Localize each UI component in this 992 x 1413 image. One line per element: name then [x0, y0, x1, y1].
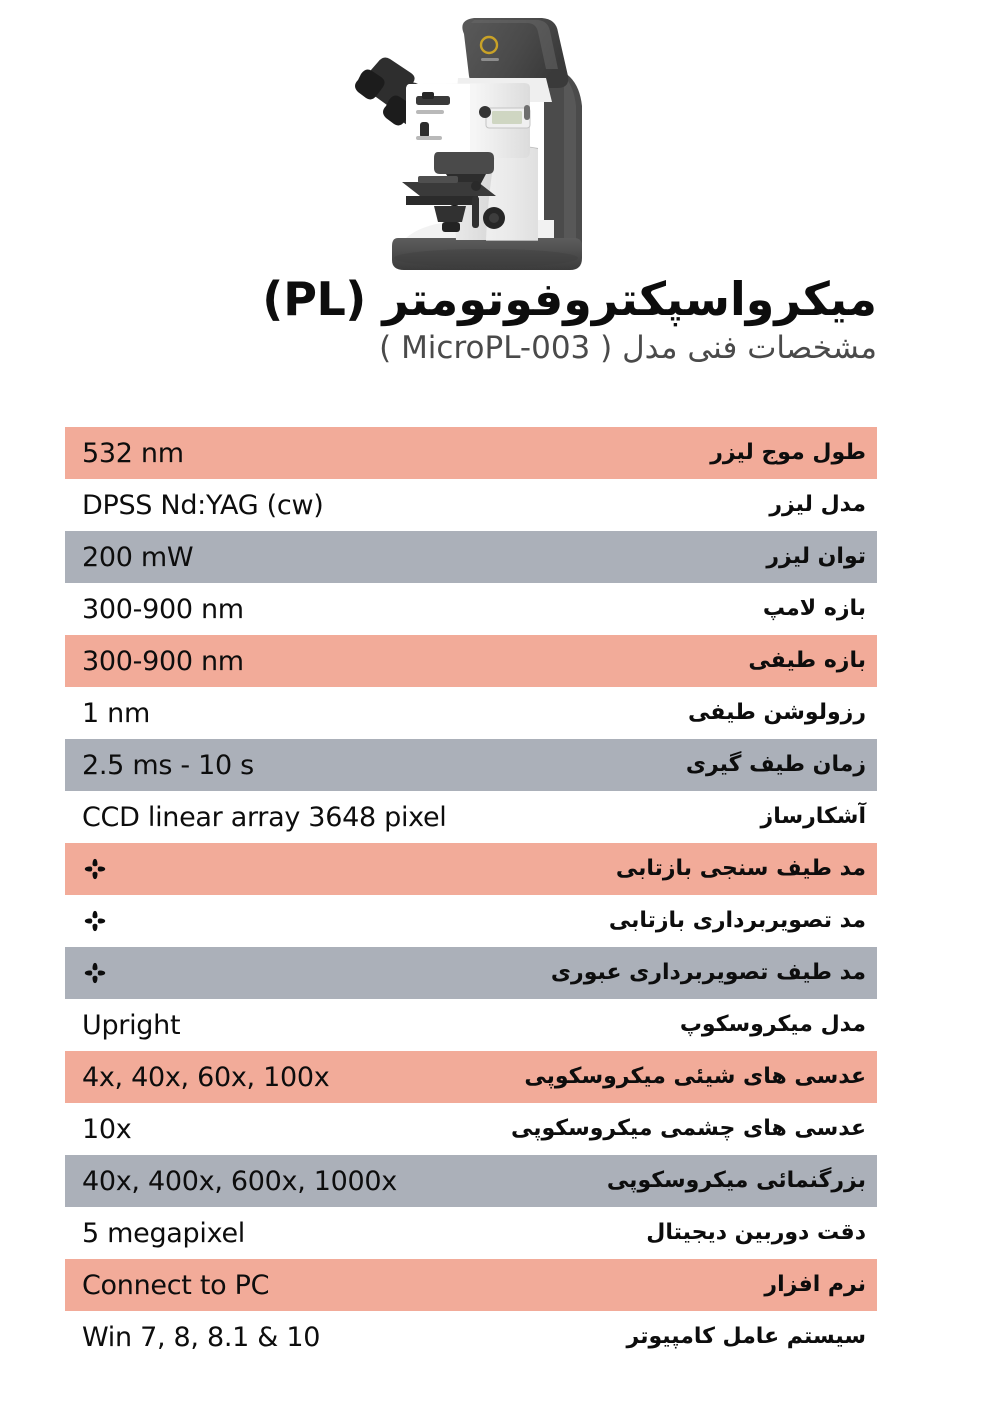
spec-row: رزولوشن طیفی 1 nm — [65, 687, 877, 739]
spec-value: 300-900 nm — [82, 645, 244, 677]
spec-value: 4x, 40x, 60x, 100x — [82, 1061, 330, 1093]
spec-row: بازه طیفی 300-900 nm — [65, 635, 877, 687]
spec-label: عدسی های چشمی میکروسکوپی — [510, 1116, 866, 1141]
page-subtitle: مشخصات فنی مدل ( MicroPL-003 ) — [379, 329, 877, 366]
page-title: میکرواسپکتروفوتومتر (PL) — [262, 272, 877, 326]
spec-row: مد طیف سنجی بازتابی — [65, 843, 877, 895]
spec-row: سیستم عامل کامپیوتر Win 7, 8, 8.1 & 10 — [65, 1311, 877, 1363]
spec-label: دقت دوربین دیجیتال — [646, 1220, 866, 1245]
spec-value: 2.5 ms - 10 s — [82, 749, 254, 781]
spec-row: بازه لامپ 300-900 nm — [65, 583, 877, 635]
spec-label: سیستم عامل کامپیوتر — [626, 1324, 867, 1349]
spec-label: مد تصویربرداری بازتابی — [608, 908, 866, 933]
spec-row: زمان طیف گیری 2.5 ms - 10 s — [65, 739, 877, 791]
spec-value: DPSS Nd:YAG (cw) — [82, 489, 324, 521]
spec-label: طول موج لیزر — [710, 440, 866, 465]
spec-value: 40x, 400x, 600x, 1000x — [82, 1165, 397, 1197]
spec-label: مدل لیزر — [769, 492, 866, 517]
spec-label: عدسی های شیئی میکروسکوپی — [524, 1064, 866, 1089]
spec-value: 300-900 nm — [82, 593, 244, 625]
spec-label: زمان طیف گیری — [685, 752, 866, 777]
floret-check-icon — [84, 858, 106, 880]
spec-label: آشکارساز — [760, 804, 867, 829]
spec-value: 200 mW — [82, 541, 194, 573]
upright-microscope-illustration — [355, 18, 582, 270]
spec-value: CCD linear array 3648 pixel — [82, 801, 447, 833]
spec-label: رزولوشن طیفی — [688, 700, 866, 725]
spec-label: مد طیف تصویربرداری عبوری — [550, 960, 866, 985]
spec-row: توان لیزر 200 mW — [65, 531, 877, 583]
spec-value: 532 nm — [82, 437, 184, 469]
spec-row: عدسی های شیئی میکروسکوپی 4x, 40x, 60x, 10… — [65, 1051, 877, 1103]
spec-value: Upright — [82, 1009, 181, 1041]
spec-row: بزرگنمائی میکروسکوپی 40x, 400x, 600x, 100… — [65, 1155, 877, 1207]
spec-value: 1 nm — [82, 697, 150, 729]
spec-label: نرم افزار — [764, 1272, 866, 1297]
spec-row: مد تصویربرداری بازتابی — [65, 895, 877, 947]
spec-value-icon — [65, 908, 526, 934]
spec-label: مدل میکروسکوپ — [679, 1012, 866, 1037]
floret-check-icon — [84, 910, 106, 932]
spec-row: آشکارساز CCD linear array 3648 pixel — [65, 791, 877, 843]
spec-row: نرم افزار Connect to PC — [65, 1259, 877, 1311]
spec-row: عدسی های چشمی میکروسکوپی 10x — [65, 1103, 877, 1155]
spec-table: طول موج لیزر 532 nm مدل لیزر DPSS Nd:YAG (c… — [65, 427, 877, 1363]
spec-row: طول موج لیزر 532 nm — [65, 427, 877, 479]
spec-label: بزرگنمائی میکروسکوپی — [606, 1168, 866, 1193]
spec-value-icon — [65, 856, 526, 882]
spec-row: مدل میکروسکوپ Upright — [65, 999, 877, 1051]
spec-value: 10x — [82, 1113, 132, 1145]
spec-row: مد طیف تصویربرداری عبوری — [65, 947, 877, 999]
spec-row: دقت دوربین دیجیتال 5 megapixel — [65, 1207, 877, 1259]
spec-label: مد طیف سنجی بازتابی — [615, 856, 866, 881]
spec-value: 5 megapixel — [82, 1217, 245, 1249]
heading-block: میکرواسپکتروفوتومتر (PL) مشخصات فنی مدل … — [65, 276, 877, 368]
spec-value-icon — [65, 960, 526, 986]
floret-check-icon — [84, 962, 106, 984]
spec-value: Win 7, 8, 8.1 & 10 — [82, 1321, 321, 1353]
spec-label: بازه طیفی — [748, 648, 866, 673]
spec-row: مدل لیزر DPSS Nd:YAG (cw) — [65, 479, 877, 531]
spec-label: توان لیزر — [766, 544, 866, 569]
spec-label: بازه لامپ — [762, 596, 866, 621]
spec-value: Connect to PC — [82, 1269, 270, 1301]
product-image — [0, 0, 992, 278]
